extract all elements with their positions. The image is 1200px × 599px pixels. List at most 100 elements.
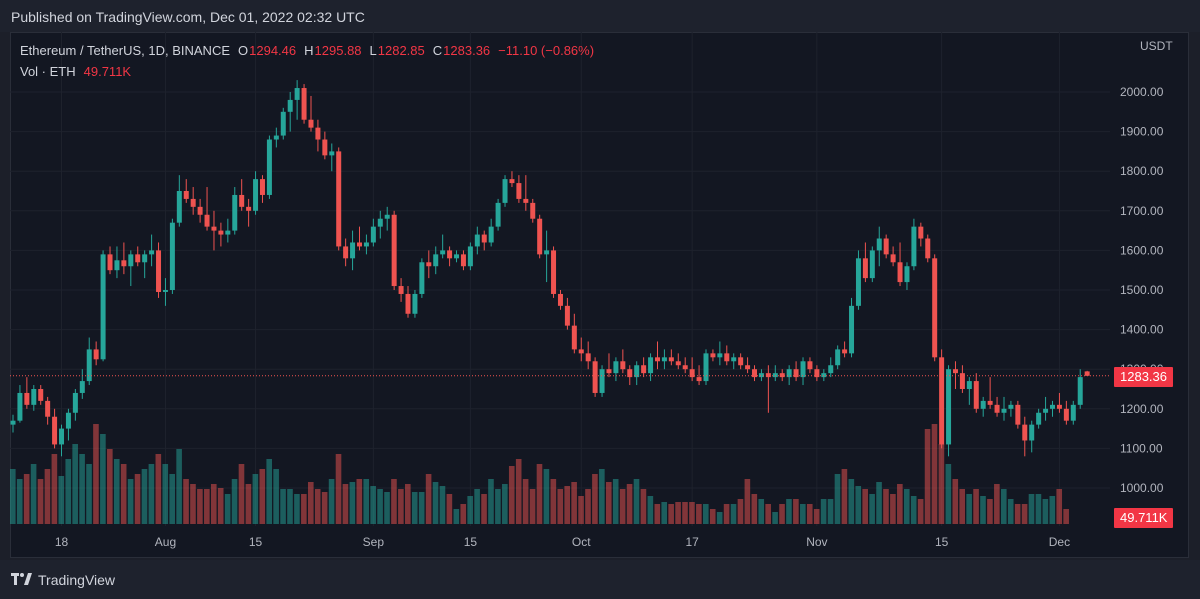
- candle-body: [45, 400, 51, 417]
- volume-bar: [51, 454, 58, 524]
- time-tick-label: 17: [685, 535, 699, 549]
- candle-body: [1070, 404, 1076, 421]
- candle-body: [405, 293, 411, 314]
- volume-bar: [432, 482, 439, 524]
- volume-bar: [120, 464, 127, 524]
- symbol-label[interactable]: Ethereum / TetherUS, 1D, BINANCE: [20, 43, 231, 58]
- time-tick-label: Oct: [572, 535, 591, 549]
- volume-bar: [481, 494, 487, 524]
- candle-body: [52, 416, 58, 445]
- volume-bar: [328, 479, 335, 524]
- candle-body: [336, 151, 342, 247]
- candle-body: [973, 381, 979, 409]
- volume-bar: [204, 489, 210, 524]
- price-axis[interactable]: 2000.00 1900.00 1800.00 1700.00 1600.00 1500.…: [1120, 85, 1164, 495]
- candle-body: [952, 369, 958, 374]
- price-tick-label: 1000.00: [1120, 481, 1164, 495]
- candle-body: [959, 373, 965, 389]
- last-volume-badge: 49.711K: [1114, 508, 1174, 528]
- candle-body: [876, 238, 882, 251]
- volume-bar: [93, 424, 99, 524]
- volume-bar: [1063, 509, 1069, 524]
- candle-body: [467, 246, 473, 267]
- candle-body: [142, 254, 148, 263]
- close-value: 1283.36: [443, 43, 491, 58]
- volume-bar: [973, 489, 979, 524]
- volume-label[interactable]: Vol · ETH: [20, 64, 76, 79]
- candle-body: [357, 242, 362, 247]
- volume-bar: [869, 494, 875, 524]
- candle-body: [897, 262, 903, 283]
- candle-body: [946, 369, 952, 445]
- volume-bar: [612, 479, 619, 524]
- candle-body: [994, 404, 1000, 413]
- volume-bar: [536, 464, 543, 524]
- volume-bar: [966, 494, 972, 524]
- volume-bar: [994, 484, 1000, 524]
- tradingview-brand[interactable]: TradingView: [11, 572, 115, 588]
- candle-body: [308, 119, 314, 128]
- volume-bar: [134, 474, 141, 524]
- candle-body: [59, 428, 65, 445]
- publish-bar: Published on TradingView.com, Dec 01, 20…: [0, 0, 1200, 32]
- volume-bar: [723, 504, 730, 524]
- candle-body: [391, 214, 397, 287]
- candle-body: [1001, 408, 1007, 413]
- candle-body: [246, 206, 252, 211]
- candle-body: [661, 357, 667, 362]
- price-chart[interactable]: USDT 2000.00 1900.00 1800.00 1700.00 1600.00…: [10, 32, 1189, 558]
- volume-bar: [661, 502, 668, 524]
- time-tick-label: Sep: [363, 535, 385, 549]
- volume-bar: [425, 474, 432, 524]
- candle-body: [266, 139, 272, 195]
- time-axis[interactable]: 18 Aug 15 Sep 15 Oct 17 Nov 15 Dec: [55, 535, 1070, 549]
- candle-body: [218, 230, 224, 235]
- volume-bar: [1014, 504, 1021, 524]
- volume-bar: [827, 499, 834, 524]
- volume-bar: [647, 496, 654, 524]
- candle-body: [107, 254, 113, 271]
- volume-bar: [952, 479, 959, 524]
- volume-bar: [841, 469, 848, 524]
- candle-body: [488, 226, 494, 243]
- volume-bar: [765, 504, 771, 524]
- candle-body: [509, 179, 515, 184]
- candle-body: [343, 246, 349, 259]
- volume-bar: [287, 489, 293, 524]
- volume-bar: [876, 482, 882, 524]
- volume-bar: [190, 484, 196, 524]
- candle-body: [135, 254, 141, 263]
- volume-bar: [148, 464, 155, 524]
- volume-bar: [467, 496, 473, 524]
- candle-body: [495, 202, 501, 227]
- volume-bar: [883, 489, 889, 524]
- last-price-badge: 1283.36: [1114, 367, 1173, 387]
- volume-bar: [945, 464, 952, 524]
- volume-bar: [301, 494, 307, 524]
- time-tick-label: Aug: [155, 535, 176, 549]
- candle-body: [17, 392, 23, 421]
- volume-bar: [335, 454, 342, 524]
- volume-bar: [1000, 489, 1007, 524]
- volume-bar: [252, 474, 259, 524]
- candle-body: [758, 373, 764, 378]
- candle-body: [10, 420, 16, 425]
- candle-body: [828, 365, 834, 374]
- candle-body: [100, 254, 106, 360]
- candle-body: [682, 365, 688, 370]
- volume-bar: [931, 424, 938, 524]
- candle-body: [447, 250, 453, 259]
- volume-bar: [238, 464, 245, 524]
- time-tick-label: 15: [249, 535, 263, 549]
- candle-body: [440, 250, 446, 255]
- volume-bar: [903, 489, 910, 524]
- volume-bar: [1042, 499, 1049, 524]
- volume-bar: [314, 489, 321, 524]
- volume-value: 49.711K: [83, 64, 132, 79]
- volume-bar: [716, 512, 723, 524]
- candle-body: [571, 325, 577, 350]
- candle-body: [585, 353, 591, 362]
- candle-body: [86, 349, 92, 382]
- candle-body: [1084, 371, 1090, 376]
- candle-body: [1050, 404, 1055, 409]
